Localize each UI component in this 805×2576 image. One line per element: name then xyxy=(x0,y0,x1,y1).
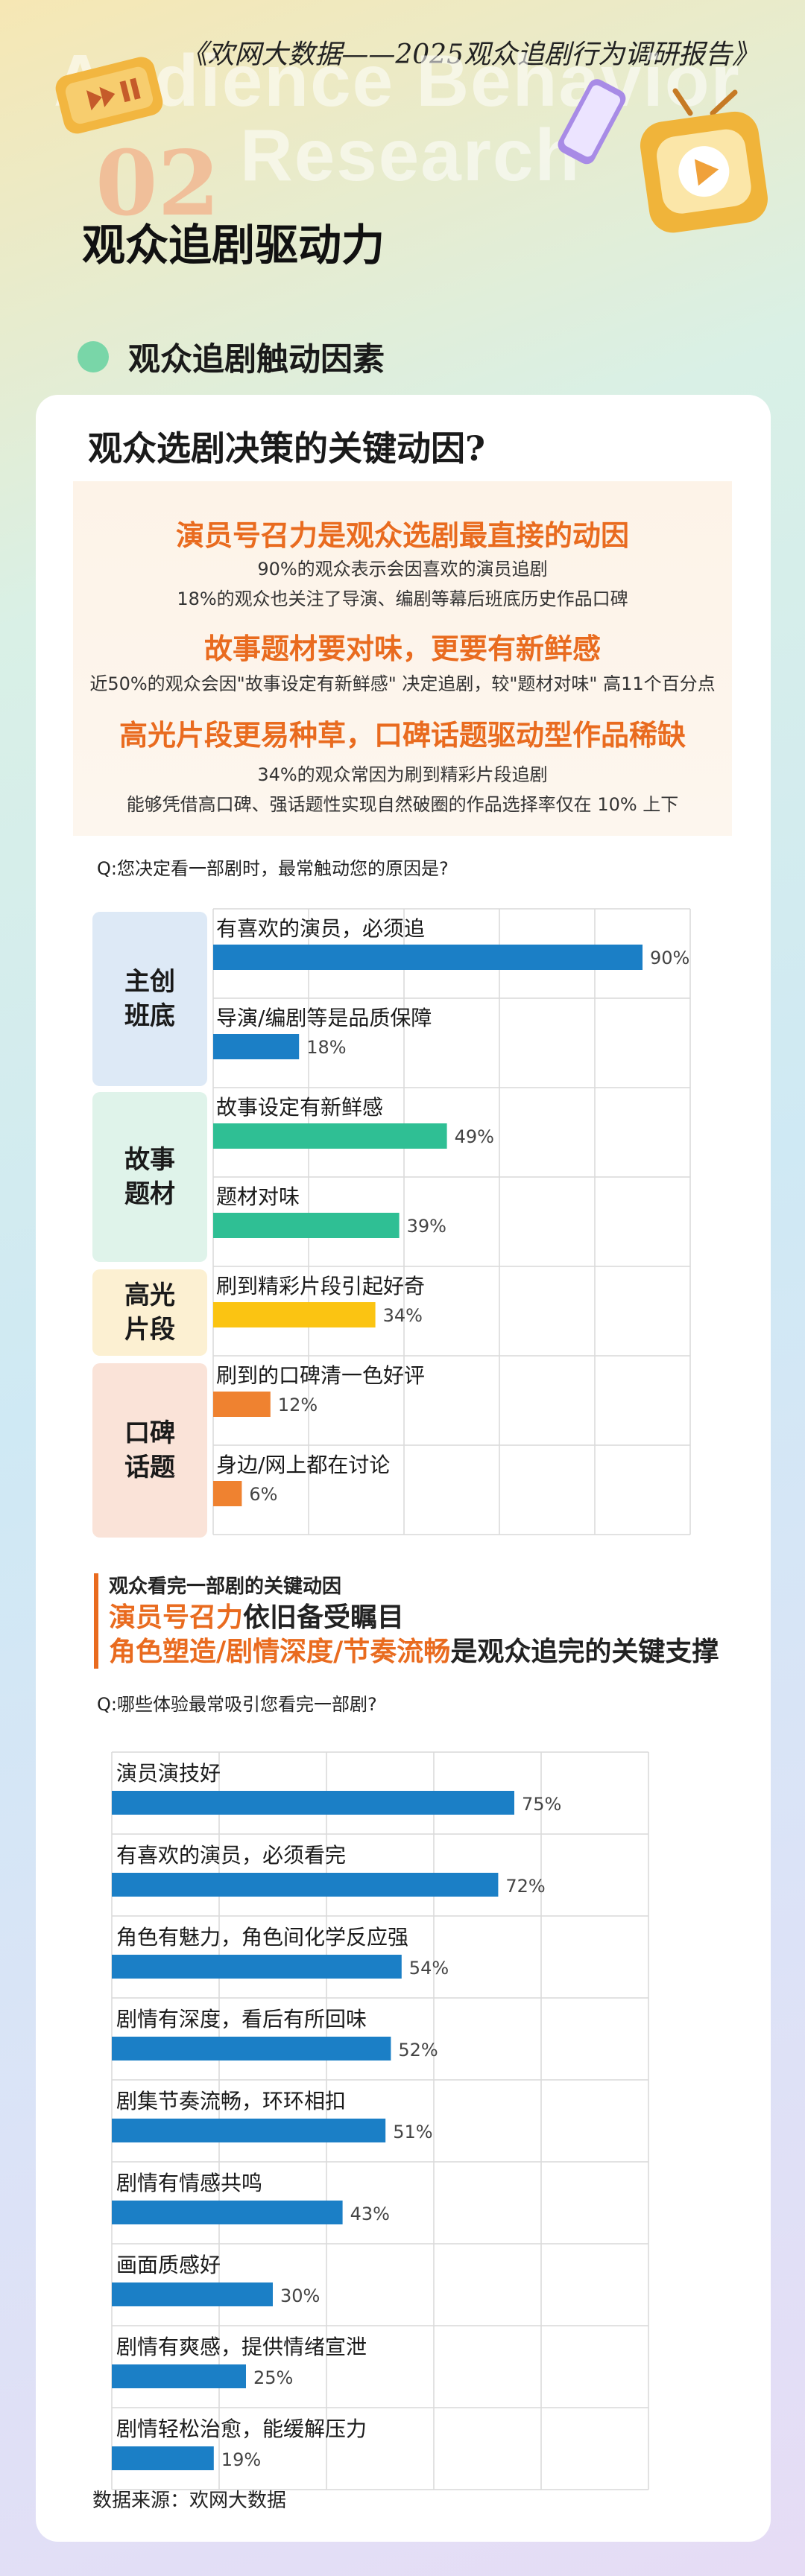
bar-label: 角色有魅力，角色间化学反应强 xyxy=(116,1925,408,1950)
data-label: 90% xyxy=(650,948,689,968)
data-label: 19% xyxy=(221,2449,261,2470)
section2-line2-highlight: 角色塑造/剧情深度/节奏流畅 xyxy=(109,1636,451,1667)
bar-label: 剧集节奏流畅，环环相扣 xyxy=(116,2089,346,2113)
bar xyxy=(213,945,643,970)
section2-line2-rest: 是观众追完的关键支撑 xyxy=(450,1636,719,1667)
chart1-question: Q:您决定看一部剧时，最常触动您的原因是? xyxy=(97,858,449,879)
bar xyxy=(112,2282,273,2306)
bar-label: 剧情有情感共鸣 xyxy=(116,2171,262,2195)
section2-line1: 演员号召力依旧备受瞩目 xyxy=(109,1600,719,1634)
data-label: 18% xyxy=(306,1037,346,1058)
bar xyxy=(213,1302,376,1327)
highlight-line: 18%的观众也关注了导演、编剧等幕后班底历史作品口碑 xyxy=(177,589,628,609)
data-source: 数据来源：欢网大数据 xyxy=(92,2490,287,2512)
bar xyxy=(213,1481,242,1506)
data-label: 25% xyxy=(253,2367,293,2388)
phone-icon xyxy=(558,79,626,165)
report-title: 《欢网大数据——2025观众追剧行为调研报告》 xyxy=(180,39,759,70)
tv-play-icon xyxy=(640,88,768,233)
category-label: 故事题材 xyxy=(124,1145,175,1209)
category-label: 高光片段 xyxy=(124,1281,175,1345)
data-label: 54% xyxy=(409,1958,449,1979)
category-label: 口碑话题 xyxy=(124,1418,175,1482)
chart2-question: Q:哪些体验最常吸引您看完一部剧? xyxy=(97,1694,377,1715)
section2-line1-rest: 依旧备受瞩目 xyxy=(243,1602,405,1633)
section2-line2: 角色塑造/剧情深度/节奏流畅是观众追完的关键支撑 xyxy=(109,1634,719,1669)
section2-heading: 观众看完一部剧的关键动因 演员号召力依旧备受瞩目 角色塑造/剧情深度/节奏流畅是… xyxy=(94,1573,719,1669)
subtitle-row: 观众追剧触动因素 xyxy=(78,334,385,380)
bar xyxy=(112,1955,402,1979)
bar-label: 有喜欢的演员，必须看完 xyxy=(116,1843,346,1868)
highlight-line: 能够凭借高口碑、强话题性实现自然破圈的作品选择率仅在 10% 上下 xyxy=(126,794,679,815)
category-box-word-of-mouth: 口碑话题 xyxy=(92,1363,207,1538)
media-player-icon xyxy=(55,57,163,134)
section2-small-title: 观众看完一部剧的关键动因 xyxy=(109,1576,342,1598)
bar-label: 题材对味 xyxy=(216,1184,300,1209)
data-label: 12% xyxy=(278,1395,318,1415)
data-label: 51% xyxy=(393,2122,432,2142)
bar xyxy=(213,1213,400,1238)
bar xyxy=(112,1791,514,1815)
watermark-line1: Audience Behavior xyxy=(54,39,741,121)
category-label: 主创班底 xyxy=(124,967,175,1031)
category-box-highlights: 高光片段 xyxy=(92,1269,207,1356)
highlight-box xyxy=(73,481,732,836)
section-title: 观众追剧驱动力 xyxy=(82,220,385,270)
bar-label: 刷到精彩片段引起好奇 xyxy=(216,1274,425,1298)
data-label: 49% xyxy=(455,1126,494,1147)
bar-label: 剧情有深度，看后有所回味 xyxy=(116,2007,367,2031)
highlight-heading-1: 演员号召力是观众选剧最直接的动因 xyxy=(175,518,629,552)
bar xyxy=(213,1034,300,1059)
highlight-line: 近50%的观众会因"故事设定有新鲜感" 决定追剧，较"题材对味" 高11个百分点 xyxy=(89,673,716,694)
card-title: 观众选剧决策的关键动因? xyxy=(88,428,485,469)
bar-label: 画面质感好 xyxy=(116,2253,221,2277)
bar xyxy=(112,2119,386,2142)
section-number: 02 xyxy=(95,131,220,236)
data-label: 30% xyxy=(280,2285,320,2306)
data-label: 39% xyxy=(407,1216,446,1237)
bar-label: 剧情有爽感，提供情绪宣泄 xyxy=(116,2335,367,2359)
bar xyxy=(112,1873,499,1897)
bar xyxy=(112,2037,391,2061)
bar xyxy=(213,1123,447,1149)
watermark: Audience Behavior Research xyxy=(54,43,769,192)
bar xyxy=(112,2364,246,2388)
bar-label: 有喜欢的演员，必须追 xyxy=(216,916,425,941)
bar xyxy=(112,2446,214,2470)
category-box-story: 故事题材 xyxy=(92,1092,207,1262)
data-label: 34% xyxy=(383,1305,423,1326)
bar-label: 剧情轻松治愈，能缓解压力 xyxy=(116,2417,367,2441)
bar-label: 刷到的口碑清一色好评 xyxy=(216,1363,425,1388)
bar-label: 演员演技好 xyxy=(116,1761,221,1786)
bar xyxy=(112,2201,343,2224)
data-label: 52% xyxy=(398,2040,438,2061)
data-label: 6% xyxy=(249,1484,277,1505)
subtitle: 观众追剧触动因素 xyxy=(128,341,385,378)
category-box-main-creators: 主创班底 xyxy=(92,912,207,1086)
highlight-line: 90%的观众表示会因喜欢的演员追剧 xyxy=(257,559,548,580)
highlight-line: 34%的观众常因为刷到精彩片段追剧 xyxy=(257,764,548,785)
highlight-heading-3: 高光片段更易种草，口碑话题驱动型作品稀缺 xyxy=(119,718,686,752)
bar-label: 身边/网上都在讨论 xyxy=(216,1453,390,1477)
data-label: 75% xyxy=(522,1794,561,1815)
bar xyxy=(213,1392,271,1417)
bar-label: 故事设定有新鲜感 xyxy=(216,1095,383,1120)
data-label: 43% xyxy=(350,2204,390,2224)
data-label: 72% xyxy=(505,1876,545,1897)
highlight-heading-2: 故事题材要对味，更要有新鲜感 xyxy=(203,632,601,665)
section2-line1-highlight: 演员号召力 xyxy=(109,1602,244,1633)
watermark-line2: Research xyxy=(240,114,581,196)
bullet-dot xyxy=(78,341,109,372)
bar-label: 导演/编剧等是品质保障 xyxy=(216,1006,432,1030)
